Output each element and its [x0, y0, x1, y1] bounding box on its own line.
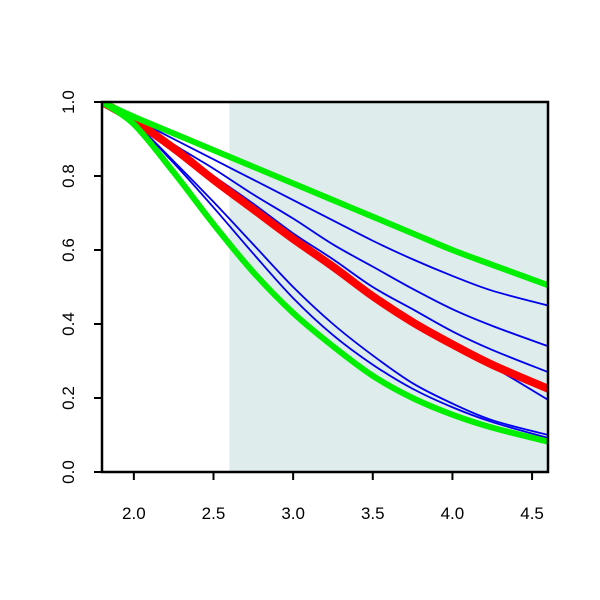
x-tick-label: 4.0 [441, 504, 465, 523]
series-line-bound-2 [102, 102, 548, 289]
y-axis: 0.0 0.2 0.4 0.6 0.8 1.0 [59, 90, 102, 484]
x-tick-label: 3.5 [361, 504, 385, 523]
x-axis: 2.0 2.5 3.0 3.5 4.0 4.5 [122, 472, 544, 523]
shaded-region [229, 102, 548, 472]
x-tick-label: 2.0 [122, 504, 146, 523]
y-tick-label: 0.8 [59, 164, 78, 188]
y-tick-label: 1.0 [59, 90, 78, 114]
series-line-sample-8 [102, 102, 548, 436]
plot-frame [100, 100, 550, 474]
y-tick-label: 0.0 [59, 460, 78, 484]
series-line-sample-4 [102, 102, 548, 307]
series-line-central-3 [102, 102, 548, 393]
y-tick-label: 0.6 [59, 238, 78, 262]
x-tick-label: 3.0 [281, 504, 305, 523]
x-tick-label: 4.5 [520, 504, 544, 523]
series-line-bound-1 [102, 102, 548, 445]
shaded-region-layer [229, 102, 548, 472]
series-line-sample-9 [102, 102, 548, 439]
series-layer [102, 102, 548, 445]
x-tick-label: 2.5 [202, 504, 226, 523]
y-tick-label: 0.4 [59, 312, 78, 336]
y-tick-label: 0.2 [59, 386, 78, 410]
